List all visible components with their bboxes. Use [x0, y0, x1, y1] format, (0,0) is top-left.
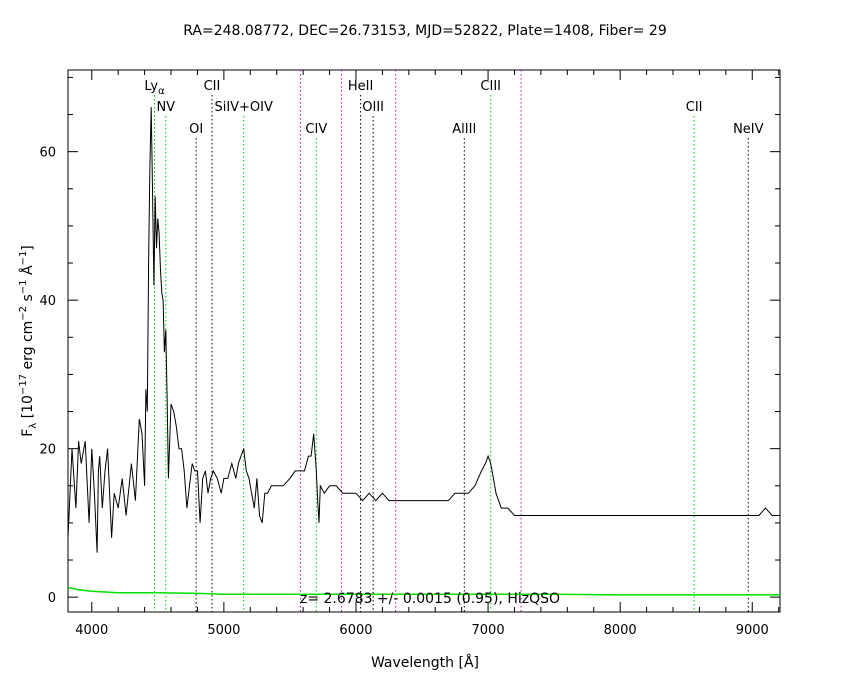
line-label: HeII: [348, 79, 373, 94]
line-label: NeIV: [733, 122, 764, 137]
y-tick-label: 20: [39, 443, 56, 458]
line-label: CIII: [480, 79, 501, 94]
x-tick-label: 9000: [736, 623, 769, 638]
y-tick-label: 40: [39, 294, 56, 309]
line-label: AlIII: [452, 122, 476, 137]
line-label: Lyα: [144, 79, 165, 97]
line-label: NV: [156, 100, 175, 115]
y-tick-label: 0: [48, 591, 56, 606]
line-label: SiIV+OIV: [214, 100, 273, 115]
series-group: [67, 107, 780, 596]
x-tick-label: 6000: [339, 623, 372, 638]
chart-title: RA=248.08772, DEC=26.73153, MJD=52822, P…: [183, 23, 667, 39]
x-axis-label: Wavelength [Å]: [371, 654, 479, 671]
y-axis-label: Fλ [10−17 erg cm−2 s−1 Å−1]: [18, 245, 39, 437]
line-label: OIII: [362, 100, 384, 115]
x-tick-label: 4000: [75, 623, 108, 638]
line-label: CIV: [305, 122, 327, 137]
redshift-annotation: z= 2.6783 +/- 0.0015 (0.95), HizQSO: [300, 591, 560, 607]
x-tick-label: 8000: [604, 623, 637, 638]
x-tick-label: 5000: [207, 623, 240, 638]
x-tick-label: 7000: [472, 623, 505, 638]
line-label: OI: [189, 122, 203, 137]
line-label: CII: [686, 100, 703, 115]
flux-series-line: [67, 107, 780, 553]
line-label: CII: [204, 79, 221, 94]
line-markers: Lyα NV OI CII SiIV+OIV CIV HeII OIII AlIII CIII CI…: [144, 70, 764, 612]
plot-frame: [67, 69, 781, 613]
error-series-line: [67, 586, 780, 596]
axis-ticks: 4000 5000 6000 7000 8000 9000 0 20 40 60: [39, 70, 780, 638]
y-tick-label: 60: [39, 146, 56, 161]
